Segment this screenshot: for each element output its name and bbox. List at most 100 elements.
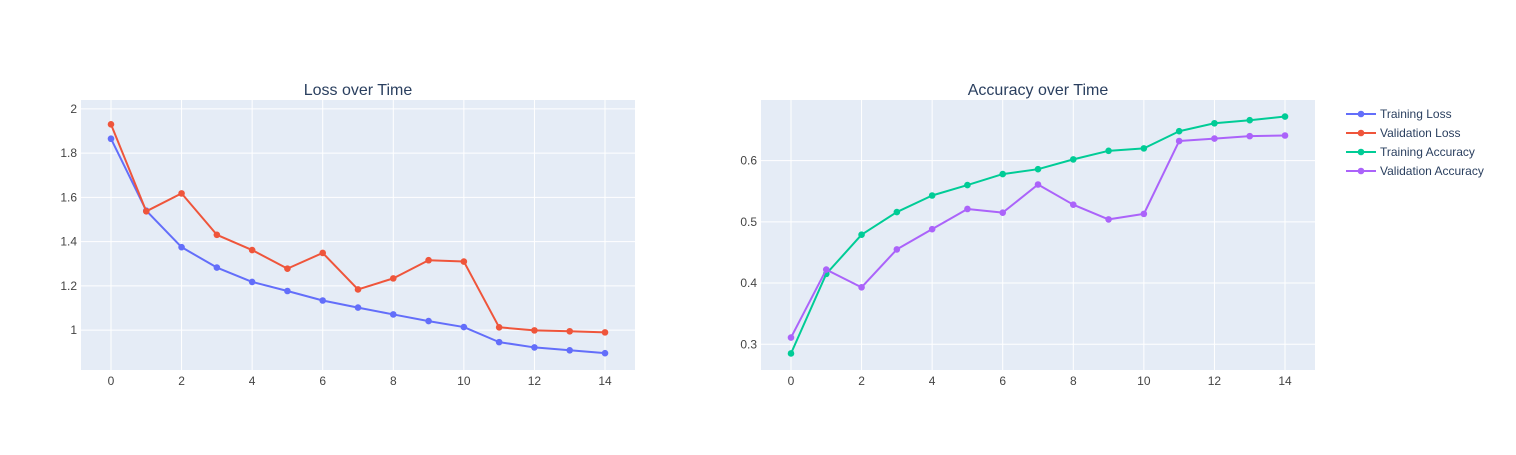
training-accuracy-point[interactable] [893, 208, 901, 216]
validation-accuracy-point[interactable] [1069, 201, 1077, 208]
x-tick-label: 10 [457, 374, 471, 388]
validation-accuracy-point[interactable] [787, 334, 795, 341]
x-tick-label: 8 [1070, 374, 1077, 388]
validation-loss-point[interactable] [425, 256, 432, 264]
validation-loss-point[interactable] [389, 275, 397, 282]
training-loss-point[interactable] [107, 135, 115, 143]
validation-loss-point[interactable] [107, 121, 115, 128]
validation-accuracy-point[interactable] [999, 209, 1007, 216]
legend-label: Training Loss [1380, 107, 1452, 121]
validation-loss-point[interactable] [531, 327, 538, 334]
training-loss-point[interactable] [248, 278, 256, 286]
validation-loss-point[interactable] [601, 329, 609, 336]
training-accuracy-point[interactable] [1034, 165, 1042, 173]
loss-plot-area [81, 100, 635, 370]
training-loss-point[interactable] [460, 323, 468, 331]
training-accuracy-point[interactable] [1140, 145, 1148, 152]
x-tick-label: 6 [319, 374, 326, 388]
training-accuracy-point[interactable] [858, 231, 865, 238]
training-loss-point[interactable] [213, 264, 221, 271]
legend: Training Loss Validation Loss Training A… [1346, 107, 1484, 178]
training-accuracy-point[interactable] [964, 181, 971, 189]
validation-accuracy-point[interactable] [1211, 135, 1218, 142]
accuracy-tick-labels: 0 2 4 6 8 10 12 14 0.3 0.4 0.5 0.6 [740, 154, 1292, 388]
y-tick-label: 1.8 [60, 146, 77, 160]
accuracy-gridlines [761, 100, 1315, 370]
accuracy-plot-area [761, 100, 1315, 370]
validation-loss-point[interactable] [319, 249, 327, 257]
x-tick-label: 14 [598, 374, 612, 388]
validation-loss-point[interactable] [495, 323, 503, 331]
training-loss-point[interactable] [425, 317, 432, 325]
validation-accuracy-point[interactable] [1175, 137, 1183, 145]
validation-accuracy-point[interactable] [928, 225, 936, 233]
legend-label: Training Accuracy [1380, 145, 1475, 159]
accuracy-series [787, 113, 1289, 357]
y-tick-label: 1 [70, 323, 77, 337]
validation-loss-point[interactable] [354, 286, 362, 293]
training-loss-point[interactable] [495, 338, 503, 346]
training-accuracy-point[interactable] [787, 350, 795, 357]
loss-subplot: 0 2 4 6 8 10 12 14 1 1.2 1.4 1.6 1.8 2 Loss over Time [60, 82, 635, 388]
x-tick-label: 4 [929, 374, 936, 388]
training-loss-point[interactable] [601, 349, 609, 357]
x-tick-label: 10 [1137, 374, 1151, 388]
validation-accuracy-point[interactable] [893, 246, 901, 253]
legend-item-validation-accuracy[interactable]: Validation Accuracy [1346, 164, 1484, 178]
training-loss-point[interactable] [531, 344, 538, 351]
validation-accuracy-point[interactable] [822, 266, 830, 273]
validation-loss-point[interactable] [284, 265, 291, 272]
validation-loss-point[interactable] [248, 246, 256, 254]
legend-swatch-marker [1357, 110, 1365, 118]
validation-loss-point[interactable] [213, 231, 221, 239]
training-accuracy-point[interactable] [1105, 147, 1112, 155]
y-tick-label: 1.4 [60, 235, 77, 249]
training-accuracy-point[interactable] [1069, 156, 1077, 163]
training-loss-point[interactable] [284, 287, 291, 295]
y-tick-label: 2 [70, 102, 77, 116]
training-loss-point[interactable] [319, 297, 327, 304]
training-accuracy-point[interactable] [1175, 127, 1183, 135]
training-loss-point[interactable] [389, 311, 397, 318]
loss-series [107, 121, 609, 357]
legend-label: Validation Accuracy [1380, 164, 1484, 178]
loss-tick-labels: 0 2 4 6 8 10 12 14 1 1.2 1.4 1.6 1.8 2 [60, 102, 612, 388]
validation-loss-point[interactable] [142, 208, 150, 215]
training-accuracy-point[interactable] [928, 192, 936, 199]
loss-chart-title: Loss over Time [304, 82, 413, 99]
legend-item-training-accuracy[interactable]: Training Accuracy [1346, 145, 1475, 159]
training-loss-point[interactable] [354, 304, 362, 311]
validation-accuracy-point[interactable] [1140, 210, 1148, 218]
validation-accuracy-point[interactable] [964, 205, 971, 213]
training-accuracy-point[interactable] [999, 170, 1007, 178]
legend-item-validation-loss[interactable]: Validation Loss [1346, 126, 1461, 140]
x-tick-label: 14 [1278, 374, 1292, 388]
x-tick-label: 2 [858, 374, 865, 388]
legend-item-training-loss[interactable]: Training Loss [1346, 107, 1452, 121]
validation-accuracy-point[interactable] [1246, 132, 1254, 140]
validation-loss-point[interactable] [566, 327, 574, 335]
x-tick-label: 2 [178, 374, 185, 388]
y-tick-label: 0.6 [740, 154, 757, 168]
validation-accuracy-point[interactable] [1105, 216, 1112, 223]
x-tick-label: 0 [108, 374, 115, 388]
training-loss-point[interactable] [566, 347, 574, 354]
x-tick-label: 12 [528, 374, 542, 388]
x-tick-label: 4 [249, 374, 256, 388]
validation-loss-point[interactable] [460, 258, 468, 265]
accuracy-chart-title: Accuracy over Time [968, 82, 1109, 99]
training-loss-point[interactable] [178, 243, 185, 251]
training-accuracy-point[interactable] [1211, 119, 1218, 127]
validation-accuracy-point[interactable] [858, 284, 865, 291]
training-accuracy-point[interactable] [1246, 116, 1254, 124]
x-tick-label: 0 [788, 374, 795, 388]
legend-swatch-marker [1357, 148, 1365, 156]
validation-loss-point[interactable] [178, 190, 185, 197]
y-tick-label: 0.4 [740, 276, 757, 290]
validation-accuracy-point[interactable] [1034, 181, 1042, 188]
training-accuracy-point[interactable] [1281, 113, 1289, 120]
x-tick-label: 8 [390, 374, 397, 388]
y-tick-label: 1.2 [60, 279, 77, 293]
validation-accuracy-point[interactable] [1281, 132, 1289, 139]
